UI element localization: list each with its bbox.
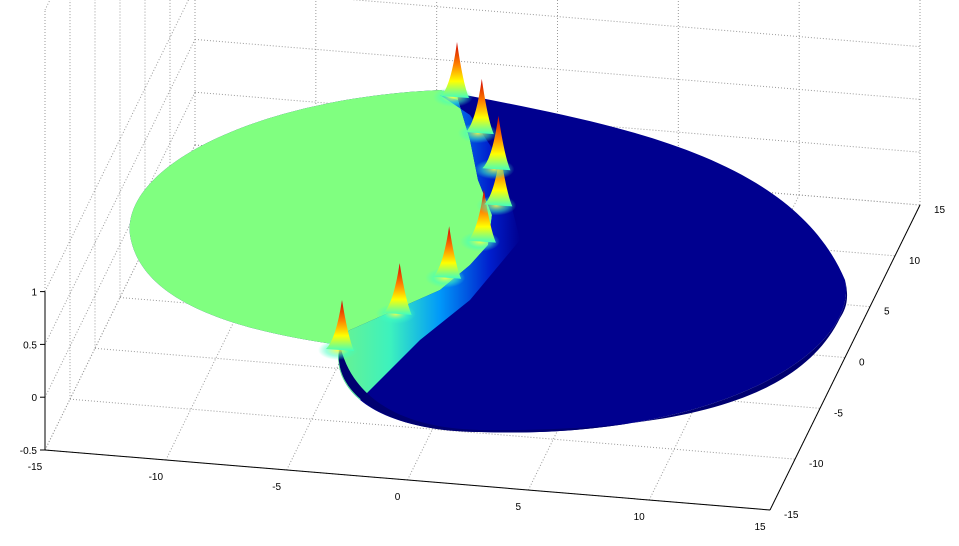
x-tick-label: -5 bbox=[272, 482, 281, 493]
grid-line bbox=[350, 0, 921, 48]
x-tick-label: 10 bbox=[634, 512, 646, 523]
z-tick-label: 1 bbox=[31, 288, 37, 299]
peak bbox=[482, 115, 511, 171]
peak bbox=[465, 78, 494, 135]
y-tick-label: 15 bbox=[934, 205, 946, 216]
y-tick-label: -10 bbox=[809, 459, 824, 470]
y-tick-label: -5 bbox=[834, 408, 843, 419]
peak bbox=[433, 226, 462, 279]
y-tick-label: 0 bbox=[859, 358, 865, 369]
z-tick-label: 0.5 bbox=[23, 340, 37, 351]
peak bbox=[383, 263, 412, 315]
y-tick-label: -15 bbox=[784, 510, 799, 521]
peak bbox=[326, 300, 354, 351]
x-tick-label: -10 bbox=[149, 472, 164, 483]
tick-labels: -15 -10 -5 0 5 10 15 -15 -10 -5 0 5 10 15 -0.5 0 0.5 1 bbox=[20, 205, 946, 533]
transition-band bbox=[320, 95, 520, 420]
z-tick-label: 0 bbox=[31, 393, 37, 404]
grid-line bbox=[44, 0, 51, 11]
peaks bbox=[318, 42, 517, 360]
peak bbox=[467, 189, 496, 243]
x-tick-label: -15 bbox=[28, 462, 43, 473]
grid-line bbox=[69, 398, 796, 460]
plateau-left bbox=[129, 90, 492, 433]
y-axis-line bbox=[769, 204, 921, 511]
x-tick-label: 0 bbox=[395, 492, 401, 503]
x-tick-label: 15 bbox=[754, 522, 766, 533]
peak bbox=[441, 42, 469, 98]
grid-line bbox=[194, 38, 921, 100]
x-tick-label: 5 bbox=[516, 502, 522, 513]
y-tick-label: 10 bbox=[909, 256, 921, 267]
x-axis-line bbox=[44, 449, 771, 511]
z-tick-label: -0.5 bbox=[20, 446, 38, 457]
y-tick-label: 5 bbox=[884, 307, 890, 318]
peak bbox=[484, 152, 513, 207]
